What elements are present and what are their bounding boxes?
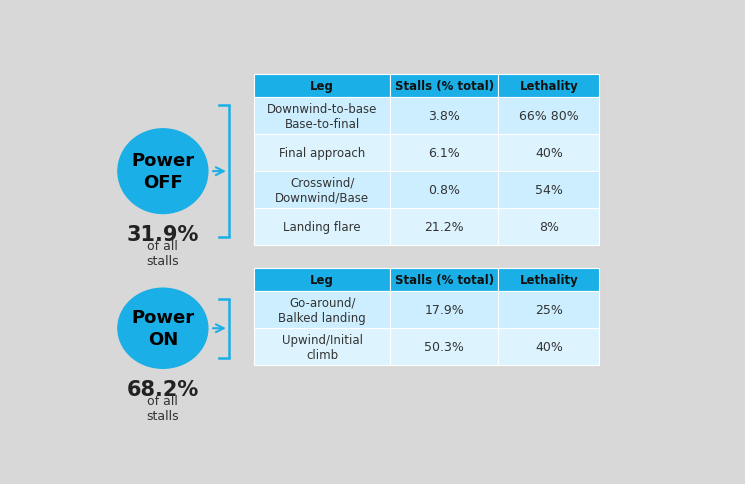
Bar (254, 209, 390, 245)
Bar (498, 172, 599, 209)
Text: 40%: 40% (535, 147, 562, 160)
Text: Power
OFF: Power OFF (131, 152, 194, 192)
Text: 6.1%: 6.1% (428, 147, 460, 160)
Text: Stalls (% total): Stalls (% total) (395, 273, 494, 287)
Bar (390, 98, 498, 135)
Bar (498, 329, 599, 365)
Bar (498, 135, 599, 172)
Text: Downwind-to-base
Base-to-final: Downwind-to-base Base-to-final (267, 103, 377, 131)
Bar (390, 292, 498, 329)
Bar (390, 172, 498, 209)
Text: Leg: Leg (310, 273, 334, 287)
Text: of all
stalls: of all stalls (147, 240, 180, 267)
Bar (254, 172, 390, 209)
Bar (498, 209, 599, 245)
Text: 68.2%: 68.2% (127, 379, 199, 399)
Ellipse shape (118, 130, 208, 214)
Text: 0.8%: 0.8% (428, 184, 460, 197)
Text: Lethality: Lethality (519, 273, 578, 287)
Text: 17.9%: 17.9% (425, 303, 464, 317)
Text: 8%: 8% (539, 221, 559, 234)
Bar (498, 98, 599, 135)
Bar (498, 269, 599, 292)
Text: Landing flare: Landing flare (283, 221, 361, 234)
Bar (254, 135, 390, 172)
Text: Go-around/
Balked landing: Go-around/ Balked landing (279, 296, 366, 324)
Ellipse shape (118, 288, 208, 368)
Bar (390, 269, 498, 292)
Text: 3.8%: 3.8% (428, 110, 460, 123)
Text: 54%: 54% (535, 184, 562, 197)
Bar (390, 329, 498, 365)
Text: Lethality: Lethality (519, 80, 578, 93)
Text: 25%: 25% (535, 303, 562, 317)
Text: Power
ON: Power ON (131, 309, 194, 348)
Bar (254, 329, 390, 365)
Text: Final approach: Final approach (279, 147, 365, 160)
Text: Crosswind/
Downwind/Base: Crosswind/ Downwind/Base (275, 176, 370, 204)
Text: 50.3%: 50.3% (424, 341, 464, 353)
Text: of all
stalls: of all stalls (147, 394, 180, 422)
Bar (254, 269, 390, 292)
Bar (254, 292, 390, 329)
Text: 66% 80%: 66% 80% (519, 110, 579, 123)
Bar (498, 75, 599, 98)
Bar (390, 75, 498, 98)
Bar (254, 98, 390, 135)
Text: 40%: 40% (535, 341, 562, 353)
Bar (390, 209, 498, 245)
Bar (390, 135, 498, 172)
Text: 31.9%: 31.9% (127, 225, 199, 245)
Bar (498, 292, 599, 329)
Bar (254, 75, 390, 98)
Text: Upwind/Initial
climb: Upwind/Initial climb (282, 333, 363, 361)
Text: Stalls (% total): Stalls (% total) (395, 80, 494, 93)
Text: Leg: Leg (310, 80, 334, 93)
Text: 21.2%: 21.2% (425, 221, 464, 234)
